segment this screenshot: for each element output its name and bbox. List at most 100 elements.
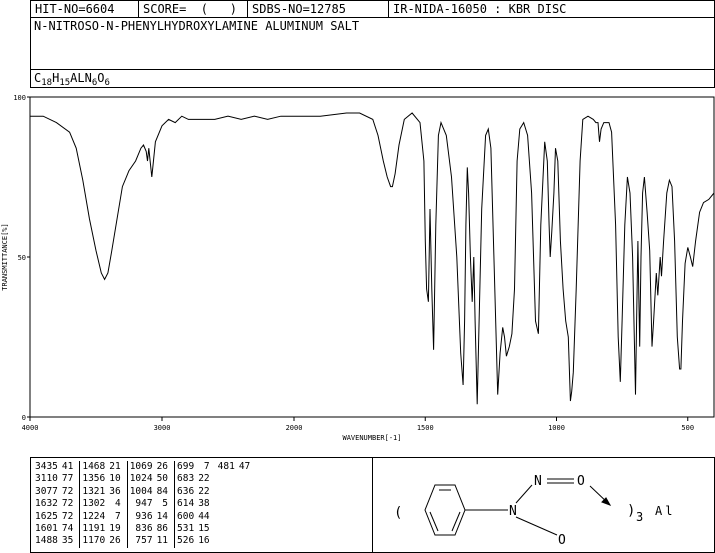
peak-transmittance: 44 <box>198 510 210 522</box>
peak-wavenumber: 531 <box>177 523 195 535</box>
peak-transmittance: 72 <box>59 510 81 524</box>
peak-transmittance: 14 <box>154 510 176 524</box>
peak-wavenumber: 1632 <box>35 498 58 510</box>
open-paren: ( <box>394 505 402 521</box>
x-tick-label: 500 <box>681 424 694 432</box>
compound-name: N-NITROSO-N-PHENYLHYDROXYLAMINE ALUMINUM… <box>34 19 360 33</box>
peak-transmittance: 47 <box>238 461 251 472</box>
ir-id: IR-NIDA-16050 : KBR DISC <box>393 2 567 16</box>
formula-subscript: 6 <box>91 78 98 88</box>
peak-transmittance: 7 <box>107 510 128 524</box>
x-tick-label: 4000 <box>22 424 39 432</box>
formula-element: C <box>34 71 42 85</box>
hit-no: HIT-NO=6604 <box>35 2 115 16</box>
peak-wavenumber: 1488 <box>35 535 58 547</box>
peak-row: 1488 35 1170 26 757 11 526 16 <box>33 535 256 548</box>
atom-n-top: N <box>534 474 542 489</box>
sdbs-no: SDBS-NO=12785 <box>252 2 346 16</box>
atom-n-ring: N <box>509 504 517 519</box>
peak-wavenumber: 699 <box>177 461 195 472</box>
peak-transmittance: 86 <box>154 523 176 536</box>
peak-transmittance: 19 <box>107 523 128 536</box>
peak-wavenumber: 1191 <box>82 523 106 535</box>
peak-transmittance: 16 <box>198 535 210 547</box>
peak-wavenumber: 1004 <box>129 485 153 497</box>
y-tick-label: 100 <box>13 94 26 102</box>
peak-wavenumber: 936 <box>135 510 153 522</box>
peak-row: 3110 77 1356 10 1024 50 683 22 <box>33 473 256 486</box>
x-tick-label: 1000 <box>548 424 565 432</box>
peak-wavenumber: 1024 <box>129 473 153 485</box>
x-tick-label: 2000 <box>286 424 303 432</box>
peak-transmittance: 35 <box>59 535 81 548</box>
y-tick-label: 0 <box>22 414 26 422</box>
subscript-3: 3 <box>636 510 643 524</box>
peak-wavenumber: 1601 <box>35 523 58 535</box>
peak-wavenumber: 1302 <box>82 498 106 510</box>
x-tick-label: 3000 <box>154 424 171 432</box>
peak-wavenumber: 683 <box>177 473 195 485</box>
peak-wavenumber: 1170 <box>82 535 106 547</box>
peak-wavenumber: 600 <box>177 510 195 522</box>
peak-row: 1601 74 1191 19 836 86 531 15 <box>33 523 256 536</box>
peak-wavenumber: 1321 <box>82 485 106 497</box>
peak-wavenumber: 1069 <box>129 461 153 472</box>
peak-transmittance: 72 <box>59 498 81 511</box>
peak-wavenumber <box>216 511 237 523</box>
peak-wavenumber: 3110 <box>35 473 58 485</box>
plot-frame <box>29 96 715 418</box>
y-tick-label: 50 <box>18 254 26 262</box>
peak-transmittance <box>237 498 256 510</box>
x-axis: 4000 3000 2000 1500 1000 500 <box>22 417 694 432</box>
peak-transmittance <box>237 511 256 523</box>
close-paren: ) <box>627 503 635 519</box>
n-o-bond <box>515 516 558 536</box>
peak-transmittance <box>237 535 256 547</box>
x-axis-label: WAVENUMBER[-1] <box>342 434 401 442</box>
formula-element: O <box>97 71 105 85</box>
peak-transmittance: 26 <box>107 535 128 548</box>
peak-row: 3435 41 1468 21 1069 26 699 7 481 47 <box>33 461 256 474</box>
atom-o-bottom: O <box>558 533 566 548</box>
x-tick-label: 1500 <box>417 424 434 432</box>
peak-transmittance: 5 <box>154 498 176 511</box>
formula-subscript: 6 <box>104 78 110 88</box>
peak-transmittance: 84 <box>154 485 176 499</box>
peak-wavenumber: 526 <box>177 535 195 547</box>
peak-wavenumber: 757 <box>135 535 153 547</box>
peak-wavenumber: 614 <box>177 498 195 510</box>
peak-wavenumber: 1356 <box>82 473 106 485</box>
peak-wavenumber <box>216 523 237 535</box>
peak-wavenumber <box>216 473 237 485</box>
benzene-ring <box>424 478 612 536</box>
formula-divider <box>30 69 715 70</box>
peak-transmittance <box>237 486 256 498</box>
peak-transmittance: 22 <box>198 485 210 497</box>
formula-element: ALN <box>70 71 92 85</box>
peak-transmittance: 7 <box>203 461 210 472</box>
peak-row: 3077 72 1321 36 1004 84 636 22 <box>33 485 256 499</box>
peak-transmittance: 22 <box>198 473 210 485</box>
formula-subscript: 15 <box>59 78 71 88</box>
peak-transmittance: 38 <box>198 498 210 510</box>
peak-wavenumber <box>216 498 237 510</box>
peak-transmittance: 26 <box>154 461 176 474</box>
peak-transmittance: 50 <box>154 473 176 486</box>
molecular-formula: C18H15ALN6O6 <box>34 71 110 88</box>
peak-row: 1632 72 1302 4 947 5 614 38 <box>33 498 256 511</box>
chemical-structure: ( N N O O ) 3 Al <box>394 474 675 548</box>
metal-al: Al <box>655 504 675 518</box>
peak-wavenumber: 1468 <box>82 461 106 472</box>
peak-wavenumber: 836 <box>135 523 153 535</box>
peak-wavenumber <box>216 535 237 547</box>
peak-transmittance: 15 <box>198 523 210 535</box>
peak-transmittance: 10 <box>107 473 128 486</box>
score: SCORE= ( ) <box>143 2 237 16</box>
peak-wavenumber: 1224 <box>82 510 106 522</box>
atom-o-top: O <box>577 474 585 489</box>
peak-wavenumber: 636 <box>177 485 195 497</box>
formula-element: H <box>52 71 60 85</box>
peak-transmittance: 4 <box>107 498 128 511</box>
peak-wavenumber: 3077 <box>35 485 58 497</box>
peak-transmittance: 72 <box>59 485 81 499</box>
